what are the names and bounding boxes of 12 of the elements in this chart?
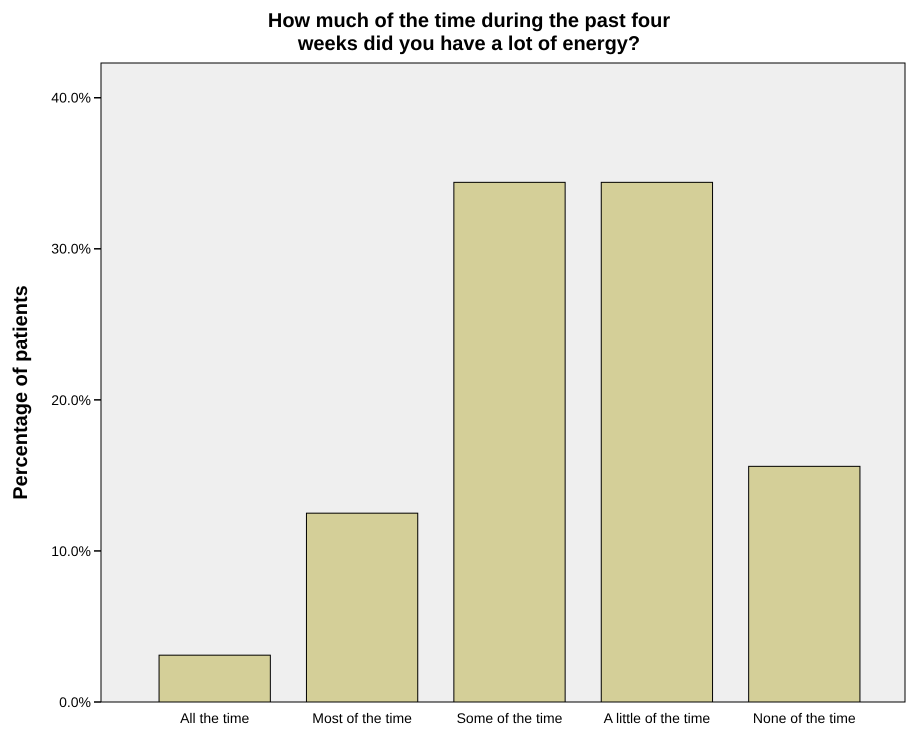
x-tick-label: All the time <box>180 710 250 726</box>
y-tick-label: 10.0% <box>51 542 91 559</box>
y-tick-label: 20.0% <box>51 392 91 408</box>
x-tick-label: Most of the time <box>312 710 412 726</box>
y-tick-label: 40.0% <box>51 90 91 106</box>
y-tick-label: 0.0% <box>59 694 91 710</box>
y-axis-title: Percentage of patients <box>10 285 32 500</box>
chart-title: How much of the time during the past four weeks did you have a lot of energy? <box>268 10 670 55</box>
x-tick-label: None of the time <box>752 710 856 726</box>
x-tick-label: Some of the time <box>456 710 563 726</box>
y-tick-label: 30.0% <box>51 240 91 257</box>
x-tick-label: A little of the time <box>604 710 710 726</box>
